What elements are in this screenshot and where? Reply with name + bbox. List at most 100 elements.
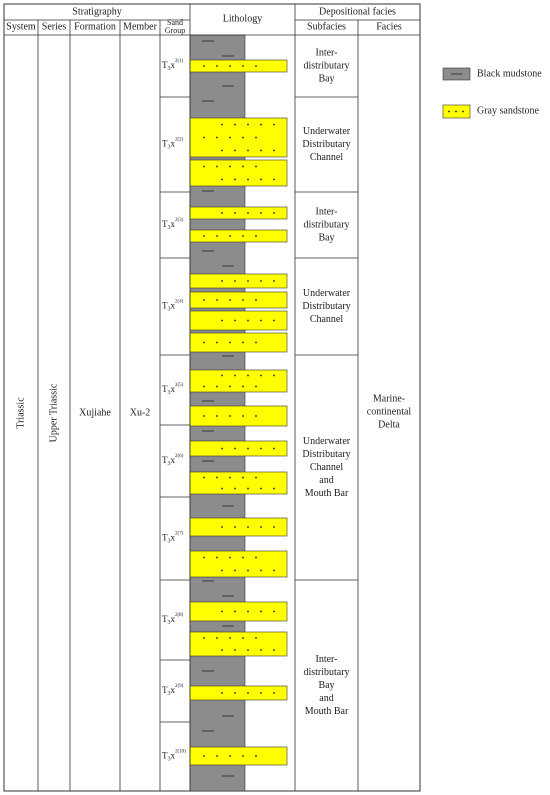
- sandstone-bed: [189, 369, 288, 393]
- subfacies-line: Distributary: [302, 449, 350, 460]
- sand-group-sub: 3: [168, 66, 171, 72]
- member: Xu-2: [130, 407, 151, 418]
- sand-group-label: T3x2(1): [162, 59, 184, 72]
- col-series: Series: [42, 21, 67, 32]
- sand-dot: [242, 165, 244, 168]
- sand-dot: [221, 319, 223, 322]
- subfacies-line: Inter-: [315, 206, 337, 217]
- col-subfacies: Subfacies: [307, 21, 346, 32]
- sand-dot: [247, 487, 249, 490]
- sand-dot: [273, 569, 275, 572]
- sand-group-sub: 3: [168, 145, 171, 151]
- sand-group-base: T: [162, 60, 168, 70]
- sand-dot: [216, 136, 218, 139]
- sand-dot: [234, 374, 236, 377]
- sand-dot: [203, 136, 205, 139]
- sand-group-letter: x: [171, 219, 176, 229]
- legend-label: Black mudstone: [477, 68, 542, 79]
- sand-dot: [221, 280, 223, 282]
- sandstone-bed: [189, 206, 288, 220]
- sand-group-label: T3x2(7): [162, 532, 184, 545]
- sand-dot: [247, 280, 249, 282]
- sand-group-letter: x: [171, 139, 176, 149]
- sand-dot: [247, 526, 249, 528]
- sand-group-base: T: [162, 455, 168, 465]
- sand-dot: [273, 447, 275, 450]
- col-formation: Formation: [74, 21, 116, 32]
- sand-group-sup: 2(2): [175, 138, 184, 143]
- sand-dot: [221, 178, 223, 181]
- sand-dot: [221, 569, 223, 572]
- header-depositional-facies: Depositional facies: [319, 6, 396, 17]
- sand-dot: [260, 280, 262, 282]
- sand-dot: [247, 610, 249, 613]
- sand-group-letter: x: [171, 533, 176, 543]
- sand-dot: [255, 65, 257, 67]
- sand-dot: [203, 235, 205, 237]
- sandstone-bed: [189, 550, 288, 578]
- formation: Xujiahe: [79, 407, 111, 418]
- sand-dot: [242, 341, 244, 344]
- sand-group-label: T3x2(5): [162, 383, 184, 396]
- sand-dot: [247, 149, 249, 152]
- sand-dot: [229, 415, 231, 417]
- subfacies-line: Distributary: [302, 301, 350, 312]
- sand-dot: [247, 178, 249, 181]
- sand-group-base: T: [162, 614, 168, 624]
- sand-dot: [229, 235, 231, 237]
- legend-label: Gray sandstone: [477, 105, 539, 116]
- sand-dot: [273, 212, 275, 214]
- sand-dot: [255, 136, 257, 139]
- sand-dot: [247, 692, 249, 694]
- facies-line: Delta: [378, 419, 400, 430]
- sand-group-letter: x: [171, 384, 176, 394]
- col-sand-group: Group: [165, 26, 185, 35]
- sand-group-base: T: [162, 139, 168, 149]
- sand-dot: [260, 487, 262, 490]
- sand-dot: [216, 476, 218, 479]
- subfacies-line: and: [319, 693, 333, 704]
- sand-dot: [203, 65, 205, 67]
- sand-dot: [234, 212, 236, 214]
- sand-dot: [273, 692, 275, 694]
- sand-dot: [229, 165, 231, 168]
- sand-dot: [260, 610, 262, 613]
- sand-dot: [242, 415, 244, 417]
- sand-group-label: T3x2(10): [162, 750, 186, 763]
- subfacies-line: Distributary: [302, 139, 350, 150]
- subfacies-line: and: [319, 475, 333, 486]
- sandstone-bed: [189, 117, 288, 158]
- sand-dot: [260, 447, 262, 450]
- sand-dot: [247, 319, 249, 322]
- sand-dot: [203, 385, 205, 388]
- sand-dot: [247, 569, 249, 572]
- sand-group-base: T: [162, 219, 168, 229]
- sand-dot: [260, 178, 262, 181]
- sand-dot: [260, 569, 262, 572]
- sand-dot: [234, 178, 236, 181]
- sand-dot: [234, 610, 236, 613]
- sand-dot: [260, 319, 262, 322]
- sand-group-sub: 3: [168, 461, 171, 467]
- sand-group-base: T: [162, 301, 168, 311]
- sand-dot: [234, 319, 236, 322]
- sand-dot: [203, 165, 205, 168]
- sand-dot: [234, 487, 236, 490]
- sand-dot: [273, 487, 275, 490]
- subfacies-line: Underwater: [303, 288, 351, 299]
- system: Triassic: [15, 397, 26, 429]
- sandstone-bed: [189, 601, 288, 622]
- sand-dot: [234, 123, 236, 126]
- sand-dot: [273, 649, 275, 651]
- legend-dot: [448, 110, 450, 113]
- sand-dot: [203, 299, 205, 301]
- col-system: System: [6, 21, 36, 32]
- sand-dot: [247, 374, 249, 377]
- sand-dot: [221, 447, 223, 450]
- sand-dot: [216, 385, 218, 388]
- sand-dot: [221, 123, 223, 126]
- sand-dot: [221, 610, 223, 613]
- sand-dot: [203, 415, 205, 417]
- sand-dot: [216, 165, 218, 168]
- sand-dot: [229, 299, 231, 301]
